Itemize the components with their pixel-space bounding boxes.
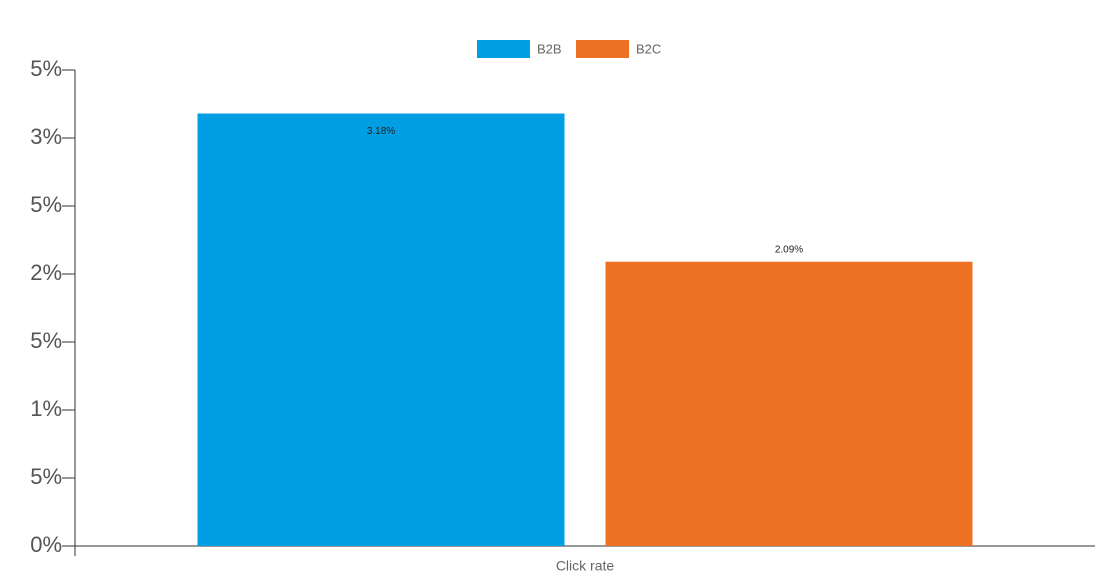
y-tick-label: 5% [30, 56, 62, 81]
legend-label: B2C [636, 41, 661, 56]
y-tick-label: 5% [30, 328, 62, 353]
y-tick-label: 5% [30, 192, 62, 217]
y-tick-label: 1% [30, 396, 62, 421]
bar [605, 261, 973, 546]
data-label: 3.18% [367, 126, 395, 137]
x-tick-label: Click rate [556, 558, 615, 574]
y-tick-label: 5% [30, 464, 62, 489]
bar [197, 113, 565, 547]
legend-swatch [576, 40, 629, 58]
legend-swatch [477, 40, 530, 58]
y-tick-label: 3% [30, 124, 62, 149]
data-label: 2.09% [775, 244, 803, 255]
y-tick-label: 2% [30, 260, 62, 285]
y-tick-label: 0% [30, 532, 62, 557]
legend-label: B2B [537, 41, 562, 56]
